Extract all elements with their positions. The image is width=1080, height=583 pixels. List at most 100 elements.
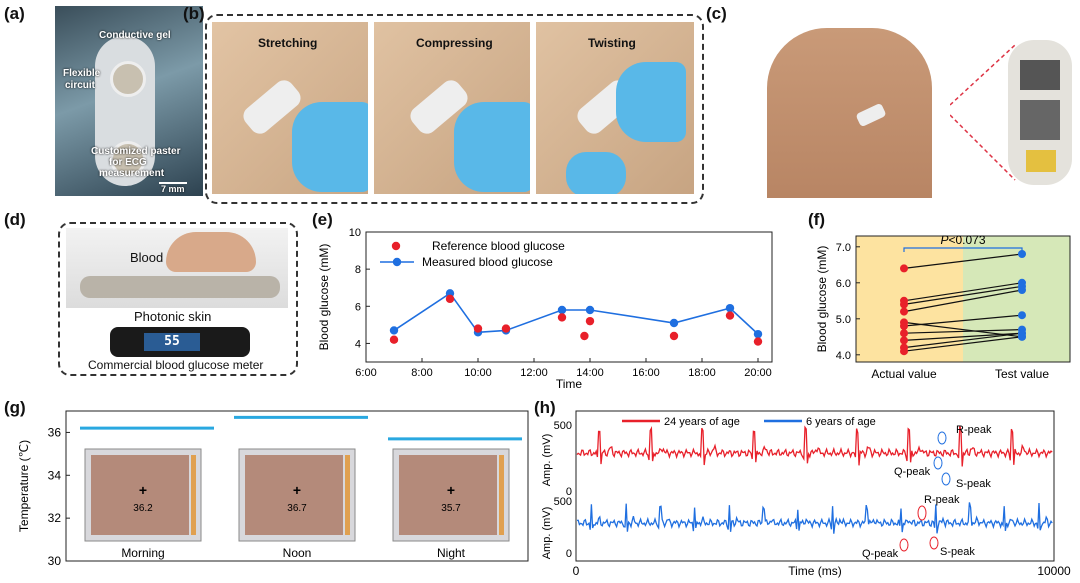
y-tick-top-0: 0 xyxy=(566,486,572,498)
panel-label-h: (h) xyxy=(534,398,556,417)
crosshair: + xyxy=(139,482,147,498)
s-peak-circle-top xyxy=(941,472,951,486)
s-peak-label-top: S-peak xyxy=(956,478,991,490)
panel-label-g: (g) xyxy=(4,398,26,417)
y-axis-label-top: Amp. (mV) xyxy=(541,434,553,487)
x-axis-label: Time (ms) xyxy=(788,564,842,578)
y-tick-label: 30 xyxy=(48,554,62,568)
actual-bg xyxy=(856,236,963,362)
legend-measured-label: Measured blood glucose xyxy=(422,255,553,269)
scale-bar xyxy=(159,182,187,184)
pair-line xyxy=(903,289,1023,313)
reference-point xyxy=(501,324,511,333)
panel-d-frame xyxy=(58,222,298,376)
legend-measured-marker xyxy=(392,257,402,267)
test-point xyxy=(1018,250,1026,258)
q-peak-circle-bottom xyxy=(899,538,909,552)
device-closeup xyxy=(1008,40,1072,185)
glove-compress xyxy=(454,102,530,192)
stretching-photo: Stretching xyxy=(212,22,368,194)
pair-line xyxy=(903,329,1023,334)
conductive-gel-label: Conductive gel xyxy=(99,30,171,41)
x-tick-label: 16:00 xyxy=(632,367,660,379)
test-point xyxy=(1018,311,1026,320)
category-label: Morning xyxy=(121,546,164,560)
legend-reference-label: Reference blood glucose xyxy=(432,239,565,253)
x-tick-label: 14:00 xyxy=(576,367,604,379)
y-tick-label: 8 xyxy=(355,264,361,276)
p-value-annotation: P<0.073 xyxy=(940,233,985,247)
y-tick-bottom-500: 500 xyxy=(554,496,572,508)
actual-point xyxy=(900,347,908,356)
actual-point xyxy=(900,264,908,273)
glucose-meter: 55 xyxy=(110,327,250,357)
actual-point xyxy=(900,336,908,345)
meter-display: 55 xyxy=(144,333,200,351)
measured-point xyxy=(585,305,595,315)
plot-frame xyxy=(365,231,773,363)
paster-label-1: Customized paster xyxy=(91,146,181,157)
panel-label-e: (e) xyxy=(312,210,333,229)
x-tick-label: 10:00 xyxy=(464,367,492,379)
y-tick-bottom-0: 0 xyxy=(566,548,572,560)
temperature-chart: 30 32 34 36 Temperature (℃) +36.2 Morning +36.7… xyxy=(17,410,529,568)
glucose-time-chart: 6:00 8:00 10:00 12:00 14:00 16:00 18:00 20:00 4 6… xyxy=(317,227,773,391)
thermal-scale xyxy=(345,455,350,535)
thermal-image xyxy=(91,455,189,535)
y-tick-label: 7.0 xyxy=(836,242,851,254)
actual-point xyxy=(900,322,908,330)
y-tick-label: 4 xyxy=(355,338,361,350)
test-bg xyxy=(963,236,1070,362)
panel-label-d: (d) xyxy=(4,210,26,229)
panel-b-frame xyxy=(205,14,704,204)
photonic-skin-label: Photonic skin xyxy=(134,309,212,324)
pair-line xyxy=(903,285,1023,305)
panel-label-c: (c) xyxy=(706,4,727,23)
pair-line xyxy=(903,253,1023,269)
thermal-image xyxy=(399,455,497,535)
compressing-photo: Compressing xyxy=(374,22,530,194)
reference-point xyxy=(725,311,735,320)
y-axis-label: Blood glucose (mM) xyxy=(317,244,331,351)
panel-a-photo: Conductive gel Flexible circuit Customiz… xyxy=(55,6,203,196)
significance-bracket xyxy=(903,247,1023,252)
torso xyxy=(767,28,932,198)
zoom-lines xyxy=(950,44,1016,181)
r-peak-label-top: R-peak xyxy=(956,424,992,436)
x-tick-label: 20:00 xyxy=(744,367,772,379)
chip-2 xyxy=(1020,100,1060,140)
pair-line xyxy=(903,332,1023,349)
category-label: Noon xyxy=(283,546,312,560)
twisting-label: Twisting xyxy=(588,36,636,50)
plot-frame xyxy=(575,410,1055,562)
glove-stretch xyxy=(292,102,368,192)
r-peak-label-bottom: R-peak xyxy=(924,494,960,506)
x-tick-label: 8:00 xyxy=(411,367,432,379)
meter-label: Commercial blood glucose meter xyxy=(88,358,264,372)
pair-line xyxy=(903,314,1023,327)
ecg-wave-24-years xyxy=(576,425,1053,467)
thermal-image xyxy=(245,455,343,535)
paster-label-3: measurement xyxy=(99,168,165,179)
r-peak-circle-bottom xyxy=(917,505,927,521)
measured-point xyxy=(389,326,399,335)
plot-frame xyxy=(855,235,1071,363)
y-tick-label: 36 xyxy=(48,425,62,439)
circuit-label: circuit xyxy=(65,80,96,91)
s-peak-circle-bottom xyxy=(929,536,939,550)
thermal-scale xyxy=(499,455,504,535)
temperature-readout: 36.7 xyxy=(287,503,307,514)
measured-point xyxy=(753,329,763,339)
temperature-readout: 36.2 xyxy=(133,503,153,514)
test-point xyxy=(1018,332,1026,341)
pair-line xyxy=(903,336,1023,352)
crosshair: + xyxy=(447,482,455,498)
category-label: Night xyxy=(437,546,466,560)
gel-electrode-bottom xyxy=(110,141,146,177)
y-tick-label: 6.0 xyxy=(836,278,851,290)
thermal-scale xyxy=(191,455,196,535)
stretching-label: Stretching xyxy=(258,36,318,50)
scale-label: 7 mm xyxy=(161,184,185,194)
measured-point xyxy=(557,305,567,315)
